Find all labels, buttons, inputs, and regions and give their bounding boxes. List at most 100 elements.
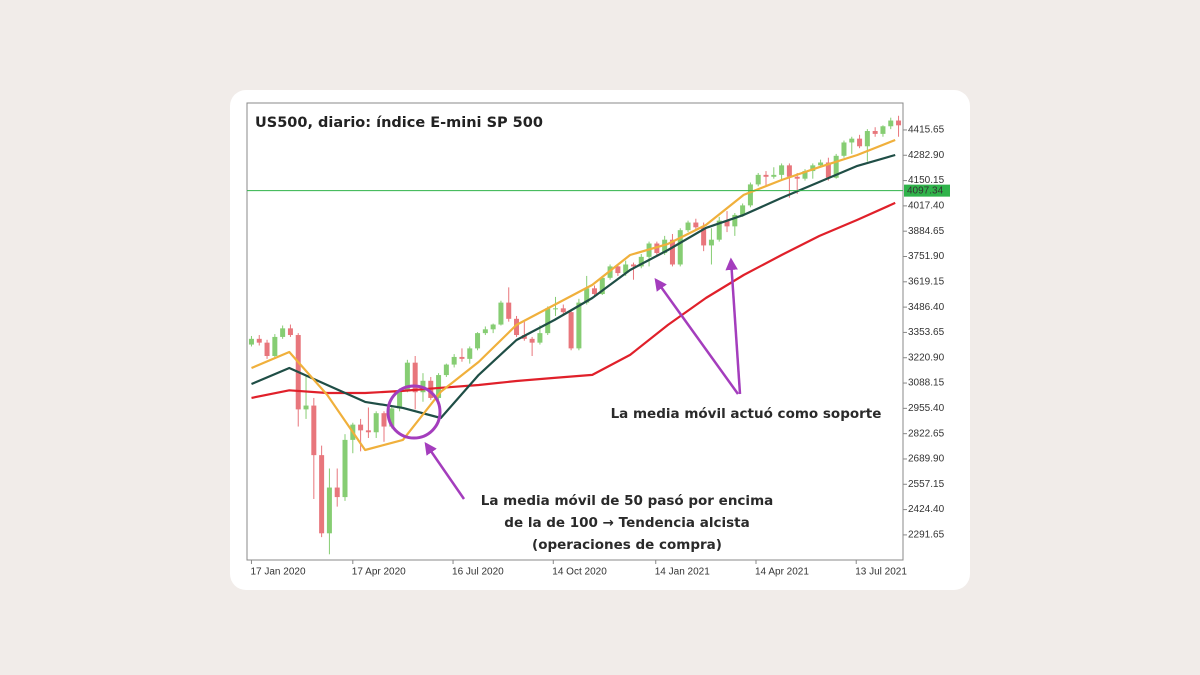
candle-body xyxy=(818,162,824,166)
x-tick-label: 17 Jan 2020 xyxy=(250,567,305,578)
candle-body xyxy=(794,176,800,179)
y-tick-label: 3619.15 xyxy=(908,276,945,287)
candle-body xyxy=(880,126,886,134)
candle-body xyxy=(701,227,707,246)
candle-body xyxy=(529,338,535,343)
candle-body xyxy=(459,356,465,359)
y-tick-label: 4017.40 xyxy=(908,201,945,212)
candle-body xyxy=(599,277,605,295)
candle-body xyxy=(693,222,699,228)
candle-body xyxy=(732,214,738,227)
y-tick-label: 2822.65 xyxy=(908,428,945,439)
candle-body xyxy=(514,318,520,336)
candle-body xyxy=(864,131,870,147)
ma-line xyxy=(251,201,896,399)
x-tick-label: 14 Apr 2021 xyxy=(755,567,809,578)
y-tick-label: 4150.15 xyxy=(908,175,945,186)
price-label-box xyxy=(904,184,950,197)
x-tick-label: 16 Jul 2020 xyxy=(452,567,504,578)
arrow xyxy=(725,257,742,395)
candle-body xyxy=(334,487,340,498)
y-tick-label: 4415.65 xyxy=(908,125,945,136)
ma-line xyxy=(251,138,896,452)
candle-body xyxy=(662,239,668,254)
y-tick-label: 2424.40 xyxy=(908,504,945,515)
candle-body xyxy=(553,308,559,310)
candle-body xyxy=(443,364,449,376)
candle-body xyxy=(475,333,481,349)
chart-title: US500, diario: índice E-mini SP 500 xyxy=(255,115,543,131)
candle-body xyxy=(786,165,792,177)
candle-body xyxy=(825,162,831,178)
x-tick-label: 14 Jan 2021 xyxy=(655,567,710,578)
candle-body xyxy=(740,205,746,215)
arrow xyxy=(424,441,466,500)
y-tick-label: 2291.65 xyxy=(908,530,945,541)
candle-body xyxy=(358,424,364,431)
candle-body xyxy=(677,230,683,265)
candle-body xyxy=(404,362,410,392)
candle-body xyxy=(623,264,629,274)
candle-body xyxy=(833,155,839,178)
ma-line xyxy=(251,153,896,420)
candle-body xyxy=(802,171,808,179)
candle-body xyxy=(771,174,777,177)
candle-body xyxy=(888,120,894,127)
candle-body xyxy=(857,138,863,147)
candle-body xyxy=(280,328,286,337)
candle-body xyxy=(685,222,691,231)
candle-body xyxy=(498,302,504,325)
candle-body xyxy=(412,362,418,393)
candle-body xyxy=(630,264,636,267)
candle-body xyxy=(272,336,278,356)
plot xyxy=(247,115,903,555)
candle-body xyxy=(311,405,317,456)
candle-body xyxy=(841,142,847,156)
candle-body xyxy=(303,405,309,410)
candle-body xyxy=(724,220,730,227)
x-tick-label: 14 Oct 2020 xyxy=(552,567,607,578)
x-tick-label: 17 Apr 2020 xyxy=(352,567,406,578)
candle-body xyxy=(256,338,262,343)
candle-body xyxy=(482,329,488,334)
candle-body xyxy=(638,256,644,267)
y-tick-label: 2955.40 xyxy=(908,403,945,414)
candle-body xyxy=(381,413,387,427)
y-tick-label: 3353.65 xyxy=(908,327,945,338)
candle-body xyxy=(397,391,403,409)
card xyxy=(230,90,970,590)
annotation: La media móvil de 50 pasó por encima xyxy=(481,493,774,509)
candle-body xyxy=(467,348,473,359)
candle-body xyxy=(716,220,722,240)
y-tick-label: 3088.15 xyxy=(908,378,945,389)
candle-body xyxy=(584,288,590,303)
candle-body xyxy=(264,342,270,356)
x-tick-label: 13 Jul 2021 xyxy=(855,567,907,578)
annotation: La media móvil actuó como soporte xyxy=(611,406,882,422)
candle-body xyxy=(451,356,457,365)
annotation: de la de 100 → Tendencia alcista xyxy=(504,515,749,531)
candle-body xyxy=(342,439,348,498)
candle-body xyxy=(373,413,379,433)
candle-body xyxy=(763,174,769,177)
candle-body xyxy=(747,184,753,206)
price-label: 4097.34 xyxy=(907,185,944,196)
candle-body xyxy=(568,312,574,349)
candle-body xyxy=(779,165,785,175)
plot-frame xyxy=(246,102,904,561)
candle-body xyxy=(436,375,442,398)
candle-body xyxy=(389,408,395,427)
candle-body xyxy=(365,430,371,433)
y-tick-label: 4282.90 xyxy=(908,150,945,161)
candle-body xyxy=(896,120,902,126)
candle-body xyxy=(537,333,543,343)
candle-body xyxy=(545,308,551,334)
candle-body xyxy=(287,328,293,336)
candle-body xyxy=(669,239,675,265)
arrow xyxy=(654,277,740,395)
y-tick-label: 3884.65 xyxy=(908,226,945,237)
y-tick-label: 3751.90 xyxy=(908,251,945,262)
candle-body xyxy=(560,308,566,313)
